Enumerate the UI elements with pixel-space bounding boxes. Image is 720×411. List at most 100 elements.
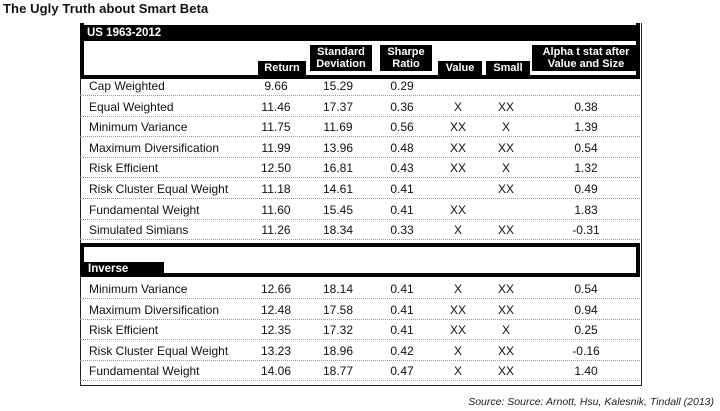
row-divider — [80, 95, 640, 96]
cell-name: Equal Weighted — [89, 99, 174, 114]
cell-name: Risk Cluster Equal Weight — [89, 343, 229, 358]
cell-sr: 0.47 — [390, 364, 414, 379]
table-row: Risk Cluster Equal Weight 11.18 14.61 0.41 X… — [80, 179, 640, 199]
cell-sd: 15.29 — [322, 79, 354, 93]
row-divider — [80, 218, 640, 220]
cell-val: X — [453, 99, 462, 114]
cell-sm: XX — [497, 282, 514, 296]
table-row: Maximum Diversification 12.48 17.58 0.41 XX X… — [80, 300, 640, 320]
cell-name: Fundamental Weight — [89, 202, 200, 217]
cell-ret: 11.99 — [261, 140, 291, 155]
col-header-alpha-line2: Value and Size — [547, 58, 625, 70]
table-row: Simulated Simians 11.26 18.34 0.33 X XX -0.31 — [80, 220, 640, 240]
cell-sm: X — [501, 161, 510, 176]
col-header-alpha: Alpha t stat after Value and Size — [532, 45, 640, 71]
cell-sd: 17.32 — [322, 323, 354, 338]
cell-sm: X — [501, 323, 510, 338]
row-divider — [80, 380, 640, 382]
cell-sr: 0.41 — [390, 182, 414, 196]
cell-alp: -0.16 — [572, 343, 600, 358]
cell-name: Risk Cluster Equal Weight — [89, 182, 229, 196]
cell-alp: 0.94 — [574, 302, 598, 317]
table-row: Cap Weighted 9.66 15.29 0.29 — [80, 76, 640, 96]
cell-sd: 17.58 — [322, 302, 354, 317]
cell-sm: XX — [497, 223, 514, 238]
row-divider — [80, 318, 640, 320]
cell-name: Maximum Diversification — [89, 140, 220, 155]
cell-sd: 16.81 — [322, 161, 354, 176]
cell-sm: X — [501, 120, 510, 135]
table-row: Risk Cluster Equal Weight 13.23 18.96 0.42 X… — [80, 341, 640, 361]
cell-name: Minimum Variance — [89, 282, 188, 296]
col-header-std: Standard Deviation — [310, 45, 372, 71]
row-divider — [80, 136, 640, 138]
cell-alp: 1.32 — [574, 161, 598, 176]
cell-val: XX — [449, 140, 466, 155]
row-divider — [80, 177, 640, 179]
table-row: Minimum Variance 12.66 18.14 0.41 X XX 0.54 — [80, 279, 640, 299]
table-row: Fundamental Weight 11.60 15.45 0.41 XX 1.83 — [80, 200, 640, 220]
col-header-alpha-line1: Alpha t stat after — [542, 46, 630, 58]
cell-sd: 11.69 — [323, 120, 353, 135]
cell-val: XX — [449, 161, 466, 176]
col-header-std-line1: Standard — [317, 46, 365, 58]
cell-alp: 1.39 — [574, 120, 598, 135]
cell-sm: XX — [497, 182, 514, 196]
row-divider — [80, 115, 640, 117]
cell-ret: 13.23 — [260, 343, 292, 358]
cell-alp: 0.38 — [574, 99, 598, 114]
row-divider — [80, 156, 640, 158]
col-header-sharpe-line2: Ratio — [392, 58, 420, 70]
cell-ret: 12.48 — [260, 302, 292, 317]
cell-sr: 0.42 — [390, 343, 414, 358]
col-header-small: Small — [486, 61, 530, 75]
cell-sd: 18.14 — [322, 282, 354, 296]
section-header: US 1963-2012 — [80, 25, 640, 41]
cell-val: X — [453, 282, 462, 296]
cell-name: Simulated Simians — [89, 223, 189, 238]
cell-ret: 14.06 — [260, 364, 292, 379]
cell-ret: 11.26 — [261, 223, 291, 238]
row-divider — [80, 239, 640, 241]
cell-val: XX — [449, 120, 466, 135]
cell-sd: 18.34 — [322, 223, 354, 238]
cell-alp: 0.54 — [574, 282, 598, 296]
cell-val: XX — [449, 302, 466, 317]
col-header-sharpe-line1: Sharpe — [387, 46, 425, 58]
row-divider — [80, 298, 640, 299]
cell-sd: 18.77 — [322, 364, 354, 379]
row-divider — [80, 359, 640, 361]
section2-title: Inverse Strategies — [88, 263, 144, 289]
cell-name: Minimum Variance — [89, 120, 188, 135]
cell-ret: 12.50 — [260, 161, 292, 176]
cell-sr: 0.41 — [390, 282, 414, 296]
col-header-return: Return — [258, 61, 306, 75]
cell-sr: 0.36 — [390, 99, 414, 114]
cell-sr: 0.41 — [390, 202, 414, 217]
cell-name: Risk Efficient — [89, 161, 159, 176]
cell-sr: 0.33 — [390, 223, 414, 238]
table-row: Equal Weighted 11.46 17.37 0.36 X XX 0.38 — [80, 97, 640, 117]
cell-val: X — [453, 343, 462, 358]
cell-ret: 11.46 — [261, 99, 291, 114]
cell-name: Maximum Diversification — [89, 302, 220, 317]
cell-sm: XX — [497, 343, 514, 358]
cell-alp: 0.25 — [574, 323, 598, 338]
col-header-value: Value — [438, 61, 482, 75]
cell-alp: -0.31 — [572, 223, 600, 238]
cell-name: Fundamental Weight — [89, 364, 200, 379]
table-row: Maximum Diversification 11.99 13.96 0.48 XX X… — [80, 138, 640, 158]
table-row: Risk Efficient 12.35 17.32 0.41 XX X 0.25 — [80, 320, 640, 340]
section2-header: Inverse Strategies — [84, 262, 164, 289]
cell-sr: 0.56 — [390, 120, 414, 135]
table-row: Minimum Variance 11.75 11.69 0.56 XX X 1.39 — [80, 117, 640, 137]
cell-sd: 17.37 — [322, 99, 354, 114]
table-frame — [80, 23, 642, 386]
cell-sr: 0.48 — [390, 140, 414, 155]
cell-sd: 14.61 — [322, 182, 354, 196]
section2-box — [80, 243, 640, 277]
table-row: Fundamental Weight 14.06 18.77 0.47 X XX 1.40 — [80, 361, 640, 381]
cell-sd: 18.96 — [322, 343, 354, 358]
cell-ret: 11.75 — [261, 120, 291, 135]
cell-alp: 0.54 — [574, 140, 598, 155]
